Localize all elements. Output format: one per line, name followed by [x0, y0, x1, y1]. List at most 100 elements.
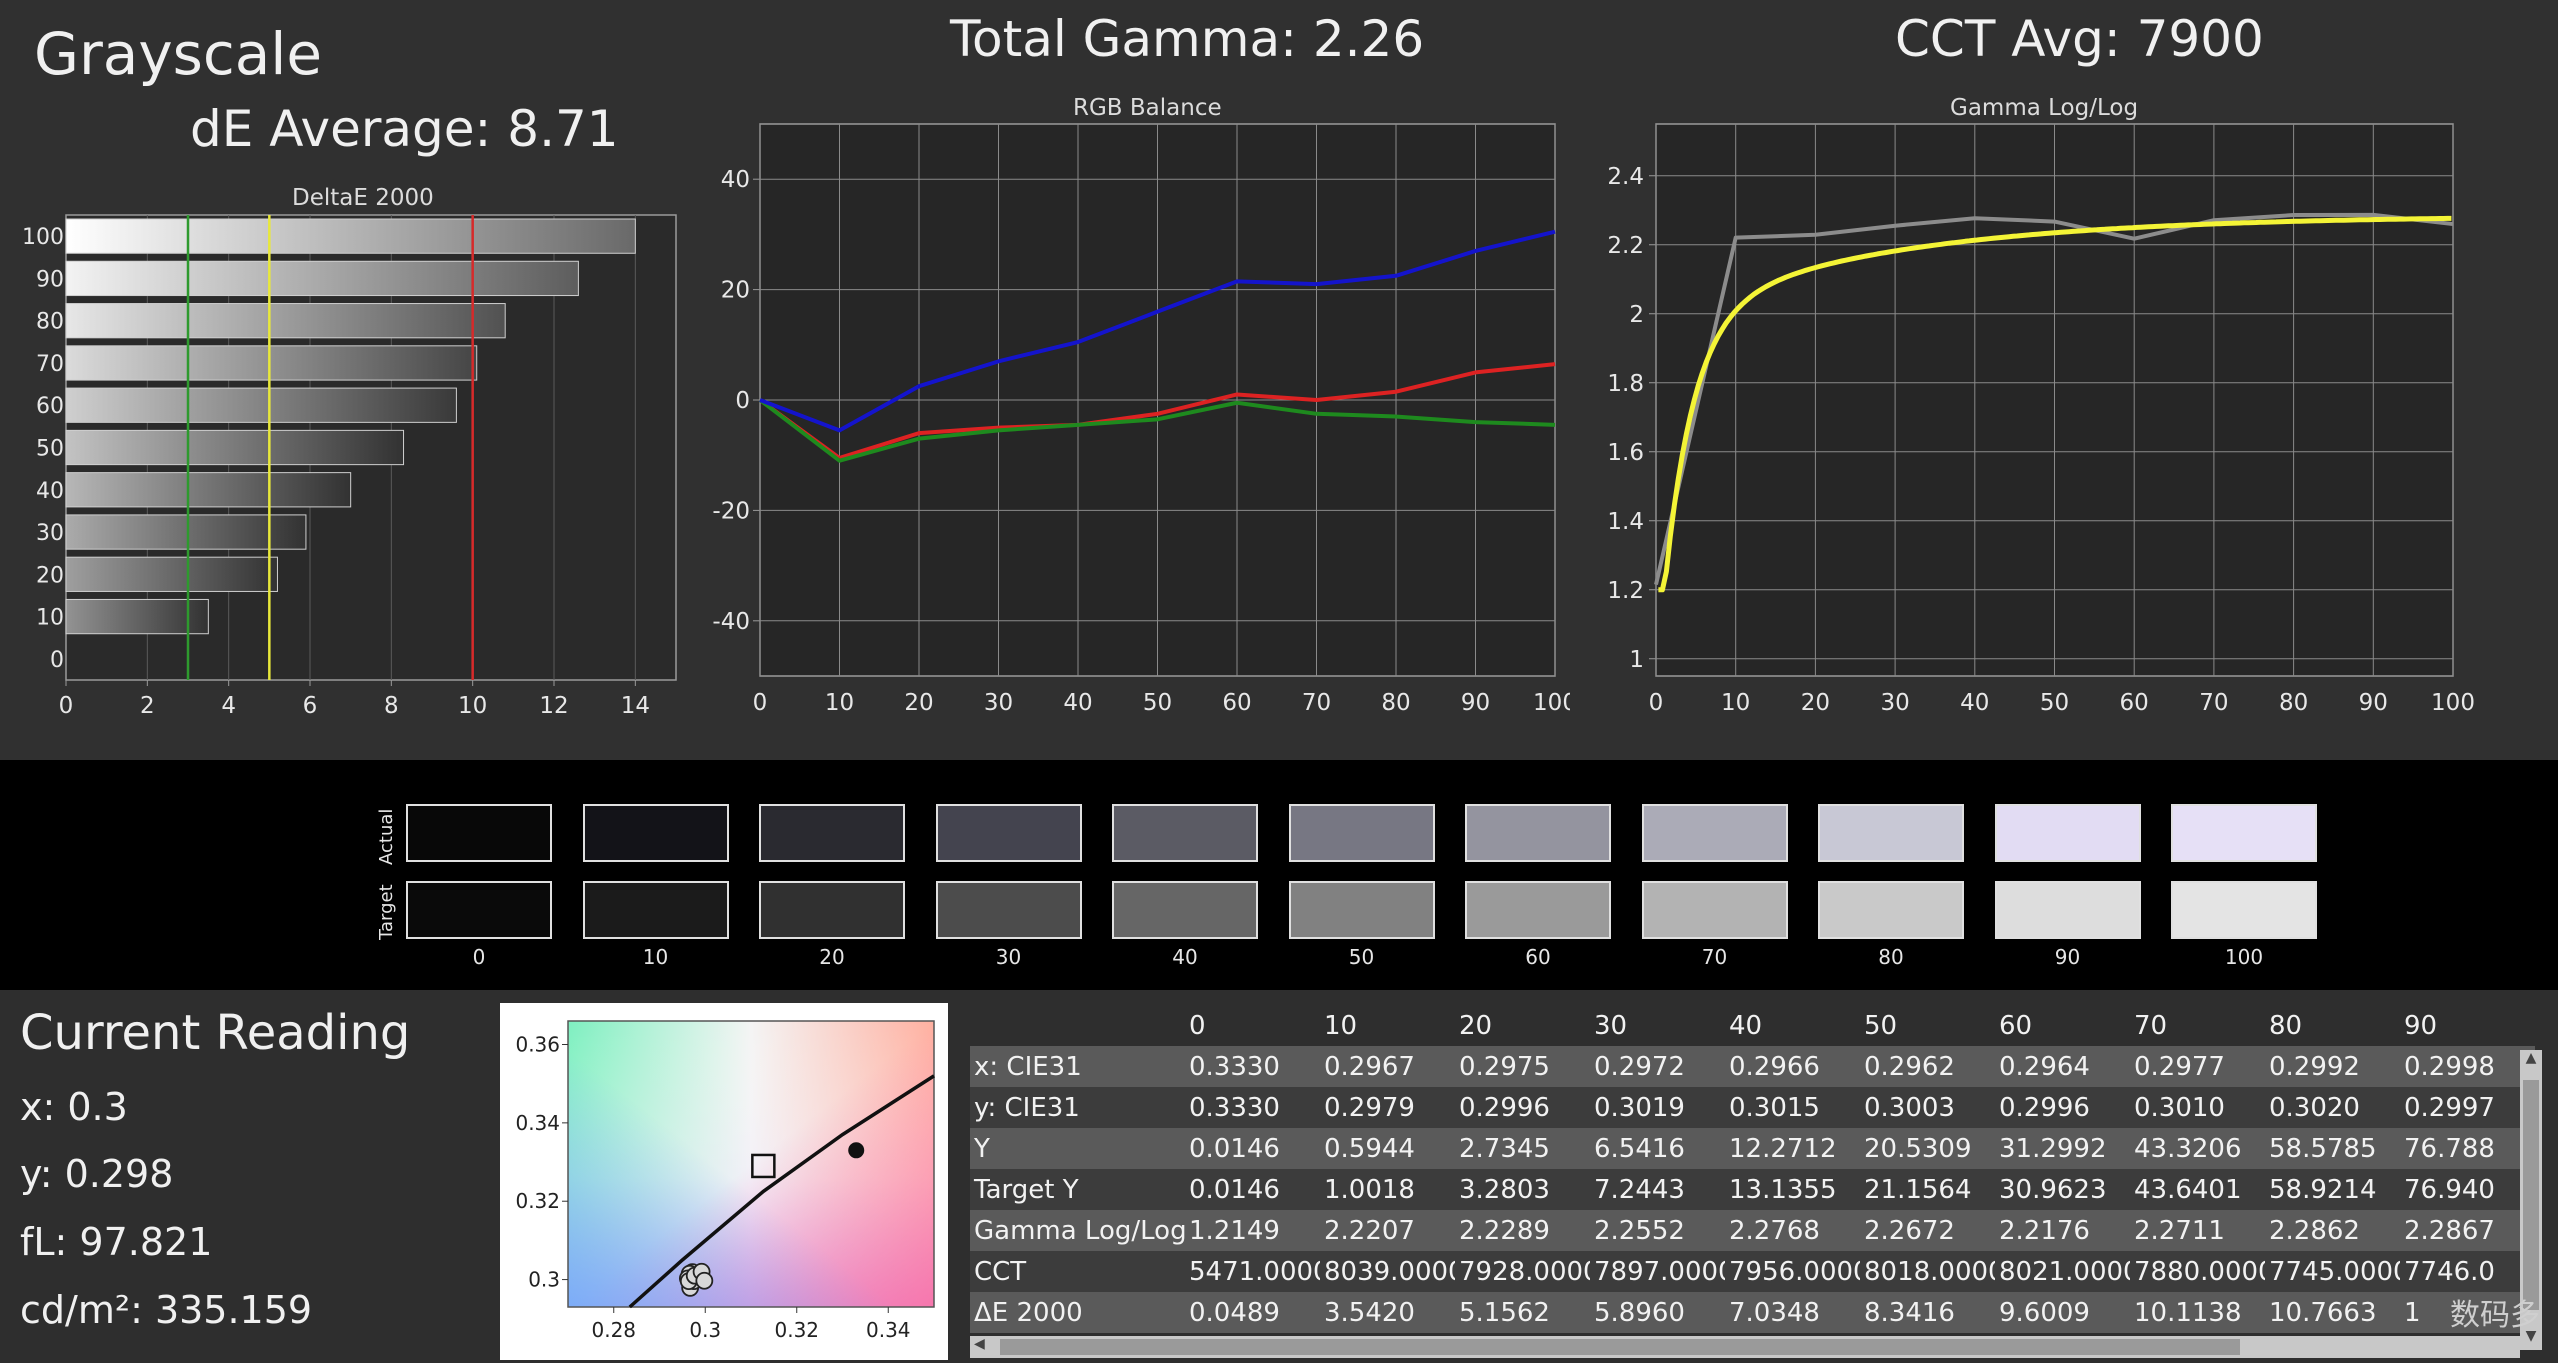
gamma-y-tick-label: 1.4 — [1607, 509, 1644, 535]
rgb-x-tick-label: 70 — [1302, 690, 1331, 716]
cie-chart: 0.36 0.34 0.32 0.3 0.28 0.3 0.32 0.34 — [515, 1020, 935, 1342]
table-row: Target Y 0.0146 1.0018 3.2803 7.2443 13.1355 2… — [970, 1169, 2535, 1210]
horizontal-scrollbar[interactable]: ◀ — [970, 1336, 2520, 1358]
deltae-bar-70 — [65, 345, 478, 381]
deltae-chart-title: DeltaE 2000 — [292, 185, 434, 211]
rgb-y-tick-label: -20 — [712, 498, 750, 524]
gamma-x-tick-label: 40 — [1960, 690, 1989, 716]
deltae-x-tick-label: 8 — [384, 693, 399, 719]
table-column-header: 30 — [1590, 1005, 1725, 1046]
target-swatch-30 — [935, 881, 1082, 939]
actual-swatch-0 — [406, 804, 552, 862]
rgb-y-tick-label: 0 — [735, 388, 750, 414]
gamma-y-tick-label: 2.4 — [1607, 164, 1644, 190]
target-swatch-20 — [759, 881, 905, 939]
cie-y-tick-label: 0.32 — [515, 1189, 560, 1213]
cie-x-tick-label: 0.28 — [591, 1318, 636, 1342]
reading-cdm2: cd/m²: 335.159 — [20, 1288, 313, 1332]
scroll-left-icon[interactable]: ◀ — [974, 1336, 985, 1352]
table-cell: 5471.0000 — [1185, 1251, 1320, 1292]
table-row-label: CCT — [970, 1251, 1185, 1292]
table-cell: 0.2964 — [1995, 1046, 2130, 1087]
de-average-label: dE Average: 8.71 — [190, 100, 619, 158]
table-cell: 2.2672 — [1860, 1210, 1995, 1251]
gamma-chart-title: Gamma Log/Log — [1950, 95, 2139, 121]
table-cell: 1.2149 — [1185, 1210, 1320, 1251]
target-swatch-100 — [2171, 881, 2317, 939]
deltae-x-tick-label: 2 — [140, 693, 155, 719]
section-title: Grayscale — [34, 20, 323, 88]
table-cell: 0.2996 — [1455, 1087, 1590, 1128]
scroll-up-icon[interactable]: ▲ — [2525, 1050, 2537, 1066]
cie-black-point — [848, 1142, 865, 1159]
table-cell: 0.2992 — [2265, 1046, 2400, 1087]
watermark: 数码多 — [2450, 1298, 2540, 1333]
rgb-x-tick-label: 40 — [1063, 690, 1092, 716]
rgb-y-tick-label: 40 — [721, 167, 750, 193]
horizontal-scroll-thumb[interactable] — [1000, 1339, 2240, 1355]
table-cell: 0.0146 — [1185, 1128, 1320, 1169]
table-cell: 8021.0000 — [1995, 1251, 2130, 1292]
swatch-label: 60 — [1525, 945, 1551, 969]
table-row: CCT 5471.0000 8039.0000 7928.0000 7897.0000 7… — [970, 1251, 2535, 1292]
rgb-balance-chart: 40 20 0 -20 -40 0 10 20 30 40 50 60 70 80 90 100 — [712, 123, 1570, 716]
deltae-category-label: 70 — [36, 352, 64, 377]
table-column-header: 40 — [1725, 1005, 1860, 1046]
vertical-scrollbar[interactable]: ▲ ▼ — [2520, 1050, 2542, 1350]
rgb-y-tick-label: 20 — [721, 278, 750, 304]
actual-swatch-70 — [1641, 804, 1788, 862]
cie-planckian-locus — [628, 1074, 935, 1309]
cie-y-tick-label: 0.3 — [528, 1268, 560, 1292]
table-cell: 0.2977 — [2130, 1046, 2265, 1087]
table-cell: 9.6009 — [1995, 1292, 2130, 1333]
actual-swatch-40 — [1112, 804, 1258, 862]
table-cell: 20.5309 — [1860, 1128, 1995, 1169]
deltae-bar-60 — [65, 387, 457, 423]
target-row-label: Target — [376, 884, 397, 940]
gamma-y-tick-label: 1.8 — [1607, 371, 1644, 397]
actual-row-label: Actual — [376, 808, 397, 865]
table-cell: 2.2289 — [1455, 1210, 1590, 1251]
deltae-bar-50 — [65, 429, 405, 466]
swatch-label: 80 — [1878, 945, 1904, 969]
gamma-x-tick-label: 0 — [1649, 690, 1664, 716]
table-header-row: 0 10 20 30 40 50 60 70 80 90 — [970, 1005, 2535, 1046]
table-cell: 7956.0000 — [1725, 1251, 1860, 1292]
reading-fl: fL: 97.821 — [20, 1220, 213, 1264]
swatch-label: 90 — [2054, 945, 2081, 969]
cie-y-tick-label: 0.34 — [515, 1111, 560, 1135]
table-cell: 58.9214 — [2265, 1169, 2400, 1210]
gamma-x-tick-label: 100 — [2431, 690, 2475, 716]
deltae-bar-20 — [65, 556, 278, 592]
table-cell: 7880.0000 — [2130, 1251, 2265, 1292]
table-cell: 0.2998 — [2400, 1046, 2535, 1087]
table-column-header: 80 — [2265, 1005, 2400, 1046]
rgb-x-tick-label: 10 — [825, 690, 854, 716]
scroll-down-icon[interactable]: ▼ — [2525, 1328, 2537, 1344]
deltae-category-label: 10 — [36, 606, 64, 631]
gamma-x-tick-label: 90 — [2359, 690, 2388, 716]
cie-x-tick-label: 0.32 — [774, 1318, 819, 1342]
table-cell: 0.3010 — [2130, 1087, 2265, 1128]
vertical-scroll-thumb[interactable] — [2523, 1080, 2539, 1310]
rgb-x-tick-label: 90 — [1461, 690, 1490, 716]
table-cell: 5.8960 — [1590, 1292, 1725, 1333]
current-reading-title: Current Reading — [20, 1005, 411, 1061]
table-cell: 0.2975 — [1455, 1046, 1590, 1087]
table-cell: 2.7345 — [1455, 1128, 1590, 1169]
deltae-x-tick-label: 10 — [458, 693, 487, 719]
deltae-bar-30 — [65, 514, 307, 550]
deltae-category-label: 40 — [36, 479, 64, 504]
deltae-category-label: 60 — [36, 394, 64, 419]
swatch-label: 50 — [1348, 945, 1375, 969]
table-cell: 2.2867 — [2400, 1210, 2535, 1251]
table-row: Y 0.0146 0.5944 2.7345 6.5416 12.2712 20.5309 3… — [970, 1128, 2535, 1169]
target-swatch-90 — [1994, 881, 2141, 939]
readings-table: 0 10 20 30 40 50 60 70 80 90 x: CIE31 0.3330 0.2967… — [970, 1005, 2535, 1333]
rgb-x-tick-label: 60 — [1222, 690, 1251, 716]
target-swatch-50 — [1288, 881, 1435, 939]
gamma-y-tick-label: 1.2 — [1607, 578, 1644, 604]
table-cell: 2.2768 — [1725, 1210, 1860, 1251]
table-cell: 2.2552 — [1590, 1210, 1725, 1251]
